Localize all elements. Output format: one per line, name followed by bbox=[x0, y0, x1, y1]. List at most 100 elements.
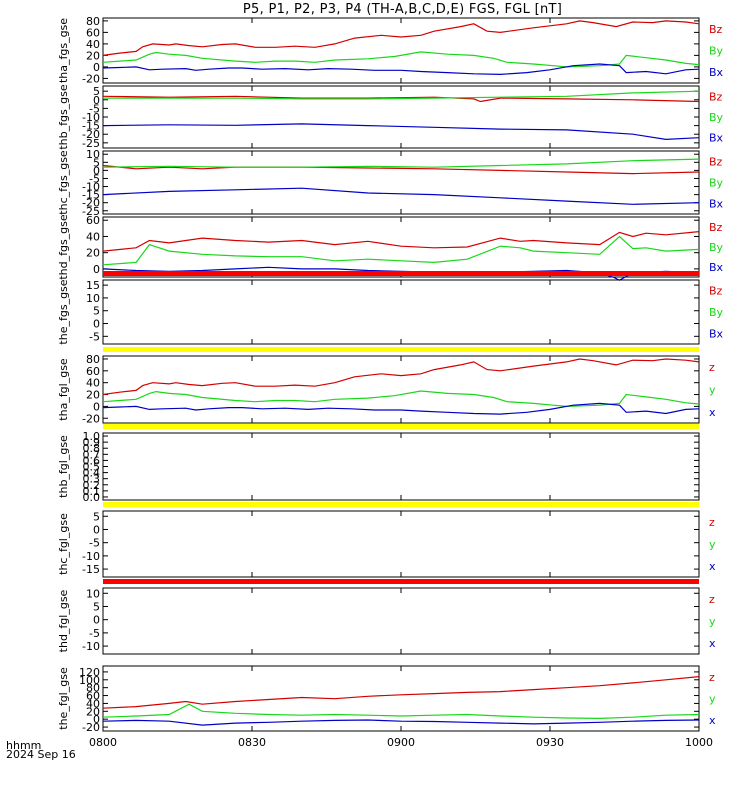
y-tick-label-tha_fgl_gse: 60 bbox=[86, 365, 100, 378]
x-tick-label: 0830 bbox=[238, 736, 266, 749]
y-axis-label-tha_fgs_gse: tha_fgs_gse bbox=[57, 18, 70, 83]
y-tick-label-thb_fgl_gse: 0.1 bbox=[83, 485, 101, 498]
legend-thb_fgs_gse-Bx: Bx bbox=[709, 132, 724, 145]
legend-thb_fgs_gse-Bz: Bz bbox=[709, 90, 723, 103]
legend-the_fgl_gse-y: y bbox=[709, 693, 716, 706]
date-label: 2024 Sep 16 bbox=[6, 748, 76, 761]
y-axis-label-thc_fgl_gse: thc_fgl_gse bbox=[57, 513, 70, 575]
y-axis-label-tha_fgl_gse: tha_fgl_gse bbox=[57, 358, 70, 421]
x-tick-label: 0900 bbox=[387, 736, 415, 749]
y-tick-label-the_fgl_gse: 20 bbox=[86, 705, 100, 718]
y-tick-label-thc_fgl_gse: -15 bbox=[82, 563, 100, 576]
status-bar-thb_fgl_gse bbox=[103, 424, 699, 429]
y-tick-label-thd_fgl_gse: 5 bbox=[93, 600, 100, 613]
legend-tha_fgl_gse-y: y bbox=[709, 384, 716, 397]
legend-the_fgl_gse-z: z bbox=[709, 671, 715, 684]
y-tick-label-thd_fgl_gse: -10 bbox=[82, 640, 100, 653]
series-line-thb_fgs_gse-By bbox=[103, 90, 700, 100]
y-tick-label-the_fgl_gse: 80 bbox=[86, 682, 100, 695]
legend-tha_fgs_gse-By: By bbox=[709, 45, 724, 58]
legend-thc_fgl_gse-z: z bbox=[709, 516, 715, 529]
x-tick-label: 0800 bbox=[89, 736, 117, 749]
y-tick-label-thd_fgs_gse: 60 bbox=[86, 214, 100, 227]
y-axis-label-the_fgs_gse: the_fgs_gse bbox=[57, 279, 70, 344]
status-bar-thc_fgl_gse bbox=[103, 502, 699, 507]
series-line-tha_fgs_gse-Bx bbox=[102, 63, 700, 76]
y-tick-label-thc_fgl_gse: 0 bbox=[93, 523, 100, 536]
legend-thc_fgl_gse-x: x bbox=[709, 560, 716, 573]
y-tick-label-thb_fgl_gse: 0.2 bbox=[83, 479, 101, 492]
legend-thc_fgs_gse-By: By bbox=[709, 177, 724, 190]
y-tick-label-thc_fgs_gse: 5 bbox=[93, 156, 100, 169]
panel-frame-the_fgs_gse bbox=[102, 279, 700, 345]
series-line-thc_fgs_gse-By bbox=[102, 158, 700, 168]
y-tick-label-thb_fgl_gse: 0.5 bbox=[83, 461, 101, 474]
y-tick-label-the_fgl_gse: 120 bbox=[79, 666, 100, 679]
panel-frame-thd_fgs_gse bbox=[102, 216, 700, 278]
y-tick-label-thd_fgs_gse: 0 bbox=[93, 263, 100, 276]
legend-tha_fgl_gse-x: x bbox=[709, 406, 716, 419]
series-line-tha_fgl_gse-y bbox=[102, 390, 700, 408]
y-tick-label-thc_fgs_gse: 0 bbox=[93, 164, 100, 177]
y-tick-label-the_fgs_gse: 10 bbox=[86, 292, 100, 305]
series-line-thd_fgs_gse-By bbox=[102, 235, 700, 266]
series-line-thd_fgs_gse-Bz bbox=[102, 231, 700, 252]
panel-frame-thb_fgl_gse bbox=[102, 432, 700, 501]
status-bar-thd_fgl_gse bbox=[103, 579, 699, 584]
y-tick-label-thb_fgs_gse: 0 bbox=[93, 94, 100, 107]
legend-thd_fgl_gse-z: z bbox=[709, 593, 715, 606]
y-tick-label-thb_fgs_gse: -5 bbox=[89, 102, 100, 115]
y-tick-label-the_fgl_gse: -20 bbox=[82, 721, 100, 734]
panel-frame-tha_fgs_gse bbox=[102, 17, 700, 84]
y-tick-label-thb_fgl_gse: 0.9 bbox=[83, 436, 101, 449]
series-line-tha_fgl_gse-x bbox=[102, 402, 700, 415]
legend-the_fgs_gse-Bx: Bx bbox=[709, 327, 724, 340]
y-tick-label-tha_fgl_gse: 40 bbox=[86, 377, 100, 390]
legend-the_fgs_gse-By: By bbox=[709, 306, 724, 319]
legend-thd_fgs_gse-By: By bbox=[709, 241, 724, 254]
y-tick-label-thd_fgs_gse: 40 bbox=[86, 230, 100, 243]
y-tick-label-thb_fgl_gse: 0.6 bbox=[83, 454, 101, 467]
series-line-thb_fgs_gse-Bx bbox=[102, 123, 700, 141]
y-tick-label-thb_fgs_gse: -15 bbox=[82, 120, 100, 133]
y-tick-label-thb_fgl_gse: 0.7 bbox=[83, 448, 101, 461]
panel-frame-tha_fgl_gse bbox=[102, 355, 700, 424]
y-axis-label-thd_fgs_gse: thd_fgs_gse bbox=[57, 214, 70, 280]
y-tick-label-the_fgl_gse: 40 bbox=[86, 697, 100, 710]
legend-thc_fgl_gse-y: y bbox=[709, 538, 716, 551]
y-tick-label-the_fgl_gse: 60 bbox=[86, 690, 100, 703]
y-tick-label-thc_fgl_gse: 5 bbox=[93, 510, 100, 523]
y-tick-label-thb_fgl_gse: 0.3 bbox=[83, 473, 101, 486]
y-axis-label-thb_fgl_gse: thb_fgl_gse bbox=[57, 435, 70, 498]
y-axis-label-thd_fgl_gse: thd_fgl_gse bbox=[57, 589, 70, 652]
y-tick-label-thb_fgs_gse: 5 bbox=[93, 85, 100, 98]
legend-thc_fgs_gse-Bx: Bx bbox=[709, 198, 724, 211]
y-tick-label-tha_fgs_gse: -20 bbox=[82, 72, 100, 85]
panel-frame-thc_fgs_gse bbox=[102, 150, 700, 215]
y-tick-label-thb_fgl_gse: 1.0 bbox=[83, 430, 101, 443]
series-line-thc_fgs_gse-Bx bbox=[102, 187, 700, 205]
y-axis-label-thb_fgs_gse: thb_fgs_gse bbox=[57, 84, 70, 150]
legend-thd_fgs_gse-Bz: Bz bbox=[709, 221, 723, 234]
legend-thd_fgs_gse-Bx: Bx bbox=[709, 261, 724, 274]
legend-the_fgl_gse-x: x bbox=[709, 714, 716, 727]
y-tick-label-thc_fgl_gse: -10 bbox=[82, 550, 100, 563]
y-axis-label-thc_fgs_gse: thc_fgs_gse bbox=[57, 150, 70, 215]
legend-tha_fgs_gse-Bz: Bz bbox=[709, 23, 723, 36]
y-tick-label-the_fgs_gse: 5 bbox=[93, 305, 100, 318]
y-tick-label-thc_fgs_gse: -20 bbox=[82, 197, 100, 210]
x-tick-label: 0930 bbox=[536, 736, 564, 749]
y-tick-label-thb_fgl_gse: 0.8 bbox=[83, 442, 101, 455]
series-line-the_fgl_gse-x bbox=[102, 719, 700, 726]
legend-thc_fgs_gse-Bz: Bz bbox=[709, 156, 723, 169]
y-tick-label-thd_fgs_gse: 20 bbox=[86, 247, 100, 260]
status-bar-the_fgs_gse bbox=[103, 271, 699, 276]
series-line-tha_fgs_gse-Bz bbox=[102, 20, 700, 56]
y-tick-label-tha_fgs_gse: 60 bbox=[86, 26, 100, 39]
legend-thd_fgl_gse-x: x bbox=[709, 637, 716, 650]
y-tick-label-thc_fgl_gse: -5 bbox=[89, 537, 100, 550]
y-tick-label-thc_fgs_gse: -5 bbox=[89, 172, 100, 185]
legend-tha_fgl_gse-z: z bbox=[709, 361, 715, 374]
